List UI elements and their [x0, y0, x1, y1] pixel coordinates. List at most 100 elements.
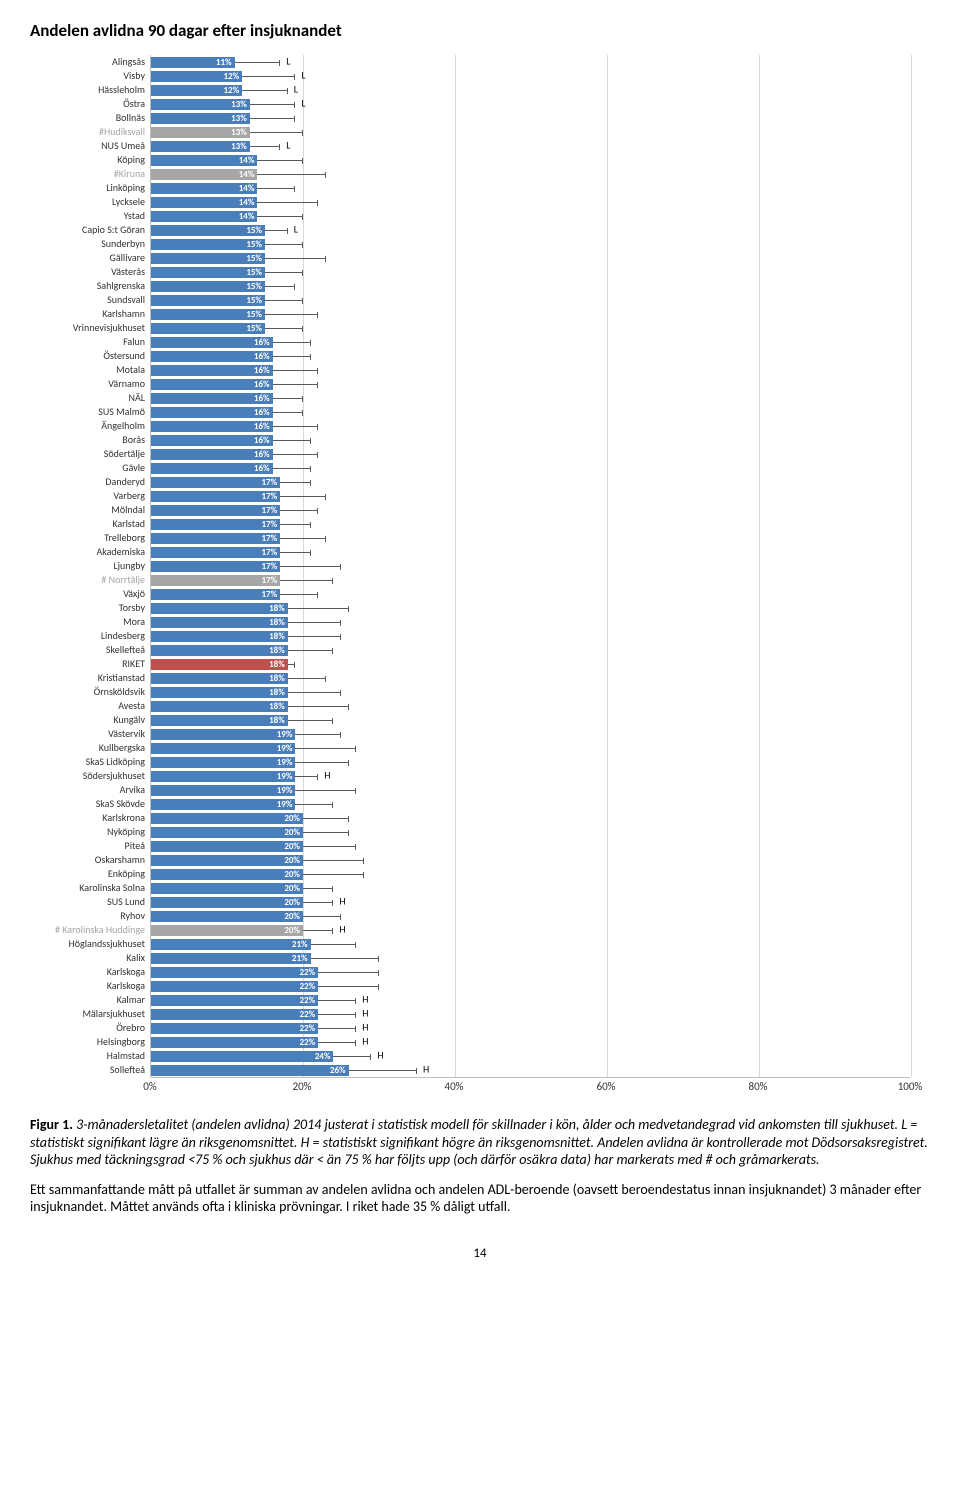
error-bar	[295, 762, 348, 763]
bar: 17%	[151, 519, 280, 530]
row-label: Ljungby	[31, 559, 151, 573]
bar: 20%	[151, 883, 303, 894]
chart-row: HalmstadH24%	[151, 1049, 910, 1063]
error-bar	[273, 440, 311, 441]
chart-row: NÄL16%	[151, 391, 910, 405]
bar: 19%	[151, 757, 295, 768]
bar: 21%	[151, 939, 311, 950]
bar-value-label: 15%	[246, 282, 265, 291]
page-number: 14	[30, 1246, 930, 1261]
chart-row: Arvika19%	[151, 783, 910, 797]
significance-marker: L	[286, 141, 290, 151]
bar-value-label: 22%	[300, 968, 319, 977]
bar-value-label: 19%	[277, 758, 296, 767]
bar-value-label: 18%	[269, 604, 288, 613]
error-bar	[303, 888, 333, 889]
bar: 12%	[151, 71, 242, 82]
significance-marker: L	[286, 57, 290, 67]
error-bar	[288, 692, 341, 693]
row-label: Gävle	[31, 461, 151, 475]
row-label: Ängelholm	[31, 419, 151, 433]
bar: 17%	[151, 505, 280, 516]
bar: 16%	[151, 407, 273, 418]
row-label: Kalmar	[31, 993, 151, 1007]
error-bar	[288, 678, 326, 679]
row-label: Skellefteå	[31, 643, 151, 657]
error-bar	[280, 510, 318, 511]
bar: 15%	[151, 253, 265, 264]
error-bar	[318, 972, 379, 973]
row-label: Kristianstad	[31, 671, 151, 685]
significance-marker: H	[324, 771, 330, 781]
bar-value-label: 17%	[262, 506, 281, 515]
bar: 14%	[151, 211, 257, 222]
chart-row: Ljungby17%	[151, 559, 910, 573]
chart-row: Södertälje16%	[151, 447, 910, 461]
figure-label: Figur 1.	[30, 1116, 73, 1133]
error-bar	[235, 62, 281, 63]
bar: 14%	[151, 169, 257, 180]
chart-row: ÖrebroH22%	[151, 1021, 910, 1035]
chart-row: Danderyd17%	[151, 475, 910, 489]
row-label: SUS Malmö	[31, 405, 151, 419]
bar: 18%	[151, 631, 288, 642]
chart-row: Karlstad17%	[151, 517, 910, 531]
bar: 19%	[151, 729, 295, 740]
bar-value-label: 20%	[284, 926, 303, 935]
error-bar	[295, 804, 333, 805]
bar-value-label: 14%	[239, 156, 258, 165]
row-label: # Norrtälje	[31, 573, 151, 587]
error-bar	[280, 566, 341, 567]
row-label: Karlskoga	[31, 965, 151, 979]
bar: 17%	[151, 477, 280, 488]
bar-value-label: 14%	[239, 184, 258, 193]
row-label: Arvika	[31, 783, 151, 797]
bar-value-label: 18%	[269, 702, 288, 711]
chart-row: Falun16%	[151, 335, 910, 349]
error-bar	[318, 1028, 356, 1029]
chart-row: Motala16%	[151, 363, 910, 377]
bar-value-label: 17%	[262, 478, 281, 487]
bar: 18%	[151, 659, 288, 670]
error-bar	[280, 594, 318, 595]
bar-value-label: 13%	[231, 114, 250, 123]
figure-caption: Figur 1. 3-månadersletalitet (andelen av…	[30, 1116, 930, 1216]
error-bar	[273, 398, 303, 399]
x-tick-label: 40%	[444, 1080, 463, 1093]
row-label: Nyköping	[31, 825, 151, 839]
chart-row: AlingsåsL11%	[151, 55, 910, 69]
error-bar	[257, 188, 295, 189]
row-label: Linköping	[31, 181, 151, 195]
error-bar	[280, 482, 310, 483]
chart-row: Örnsköldsvik18%	[151, 685, 910, 699]
error-bar	[318, 1000, 356, 1001]
chart-row: Östersund16%	[151, 349, 910, 363]
chart-row: Trelleborg17%	[151, 531, 910, 545]
chart-row: SollefteåH26%	[151, 1063, 910, 1077]
bar: 19%	[151, 799, 295, 810]
bar: 16%	[151, 337, 273, 348]
chart-row: Lindesberg18%	[151, 629, 910, 643]
row-label: SUS Lund	[31, 895, 151, 909]
chart-row: Akademiska17%	[151, 545, 910, 559]
bar: 13%	[151, 99, 250, 110]
chart-row: MälarsjukhusetH22%	[151, 1007, 910, 1021]
row-label: Akademiska	[31, 545, 151, 559]
bar-value-label: 15%	[246, 310, 265, 319]
bar: 22%	[151, 1009, 318, 1020]
bar: 18%	[151, 673, 288, 684]
row-label: Köping	[31, 153, 151, 167]
chart-row: Oskarshamn20%	[151, 853, 910, 867]
chart-row: # Norrtälje17%	[151, 573, 910, 587]
bar: 22%	[151, 967, 318, 978]
row-label: Lycksele	[31, 195, 151, 209]
bar-value-label: 22%	[300, 982, 319, 991]
bar: 20%	[151, 911, 303, 922]
chart-row: HässleholmL12%	[151, 83, 910, 97]
bar: 16%	[151, 379, 273, 390]
error-bar	[265, 272, 303, 273]
bar-value-label: 15%	[246, 268, 265, 277]
row-label: Karlskrona	[31, 811, 151, 825]
row-label: Södersjukhuset	[31, 769, 151, 783]
row-label: Växjö	[31, 587, 151, 601]
